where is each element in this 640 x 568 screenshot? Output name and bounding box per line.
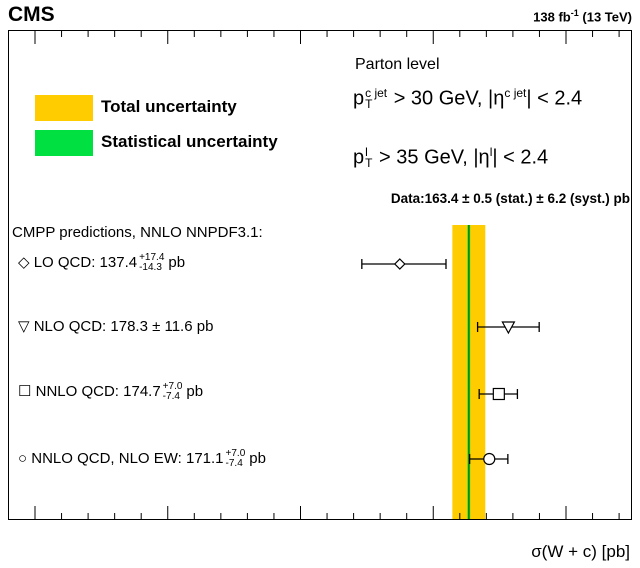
lumi-unit: fb [558,9,571,25]
unit-label: pb [249,449,266,467]
prediction-label: ◇ LO QCD: 137.4 +17.4 -14.3 pb [18,253,185,273]
legend-swatch-total [35,95,93,121]
parton-level-label: Parton level [355,56,440,73]
marker-square [492,387,505,401]
unit-label: pb [168,254,186,271]
cut-jet-text: > 30 GeV, |η [388,87,505,110]
cut-lep-text: > 35 GeV, |η [373,146,490,169]
tick-layer: 050100150200 [34,30,620,520]
luminosity-label: 138 fb-1 (13 TeV) [533,8,632,24]
cut-jet-end: | < 2.4 [526,87,583,110]
triangle-down-icon: ▽ [18,318,34,335]
prediction-text: NLO QCD: 178.3 ± 11.6 pb [33,318,214,335]
legend-label-stat: Statistical uncertainty [101,132,278,151]
predictions-title: CMPP predictions, NNLO NNPDF3.1: [12,224,263,241]
cut-jet-p: p [353,87,365,110]
error-up: +7.0 [225,448,246,459]
asymmetric-error: +17.4 -14.3 [139,253,164,273]
square-icon: ☐ [18,383,36,400]
legend-label-total: Total uncertainty [101,97,237,116]
prediction-text: NNLO QCD: 174.7 [35,383,161,400]
legend-swatch-stat [35,130,93,156]
cut-jet-eta-sup: c jet [504,86,527,100]
chart-plot: 050100150200 [8,30,632,520]
lumi-exponent: -1 [570,8,579,18]
experiment-label: CMS [8,3,55,26]
cut-lep-eta-sup: l [489,145,493,159]
error-up: +7.0 [162,381,183,393]
cut-jet-sub: T [365,97,373,112]
prediction-label: ☐ NNLO QCD: 174.7 +7.0 -7.4 pb [18,382,203,402]
prediction-text: LO QCD: 137.4 [33,254,138,271]
asymmetric-error: +7.0 -7.4 [226,449,246,469]
prediction-layer [361,258,540,466]
error-down: -7.4 [225,458,243,469]
cut-jet-sup: c jet [365,85,388,100]
unit-label: pb [186,383,204,400]
x-axis-label: σ(W + c) [pb] [531,542,630,561]
error-down: -7.4 [162,391,180,403]
marker-circle [483,452,496,466]
lumi-value: 138 [533,9,555,25]
cut-lep-sup: l [365,144,368,159]
error-up: +17.4 [139,252,165,264]
band-layer [452,225,486,520]
asymmetric-error: +7.0 -7.4 [163,382,183,402]
error-down: -14.3 [139,262,162,274]
energy-label: (13 TeV) [582,9,632,25]
circle-icon: ○ [18,449,32,467]
prediction-label: ○ NNLO QCD, NLO EW: 171.1 +7.0 -7.4 pb [18,449,266,469]
diamond-icon: ◇ [18,254,34,271]
prediction-text: NNLO QCD, NLO EW: 171.1 [31,449,224,467]
cut-lep-p: p [353,146,365,169]
cut-lep-end: | < 2.4 [492,146,549,169]
marker-triangle-down [501,321,516,335]
data-measurement-label: Data:163.4 ± 0.5 (stat.) ± 6.2 (syst.) p… [390,191,630,206]
prediction-label: ▽ NLO QCD: 178.3 ± 11.6 pb [18,317,213,335]
marker-diamond [393,258,406,270]
cut-lep-sub: T [365,156,373,171]
